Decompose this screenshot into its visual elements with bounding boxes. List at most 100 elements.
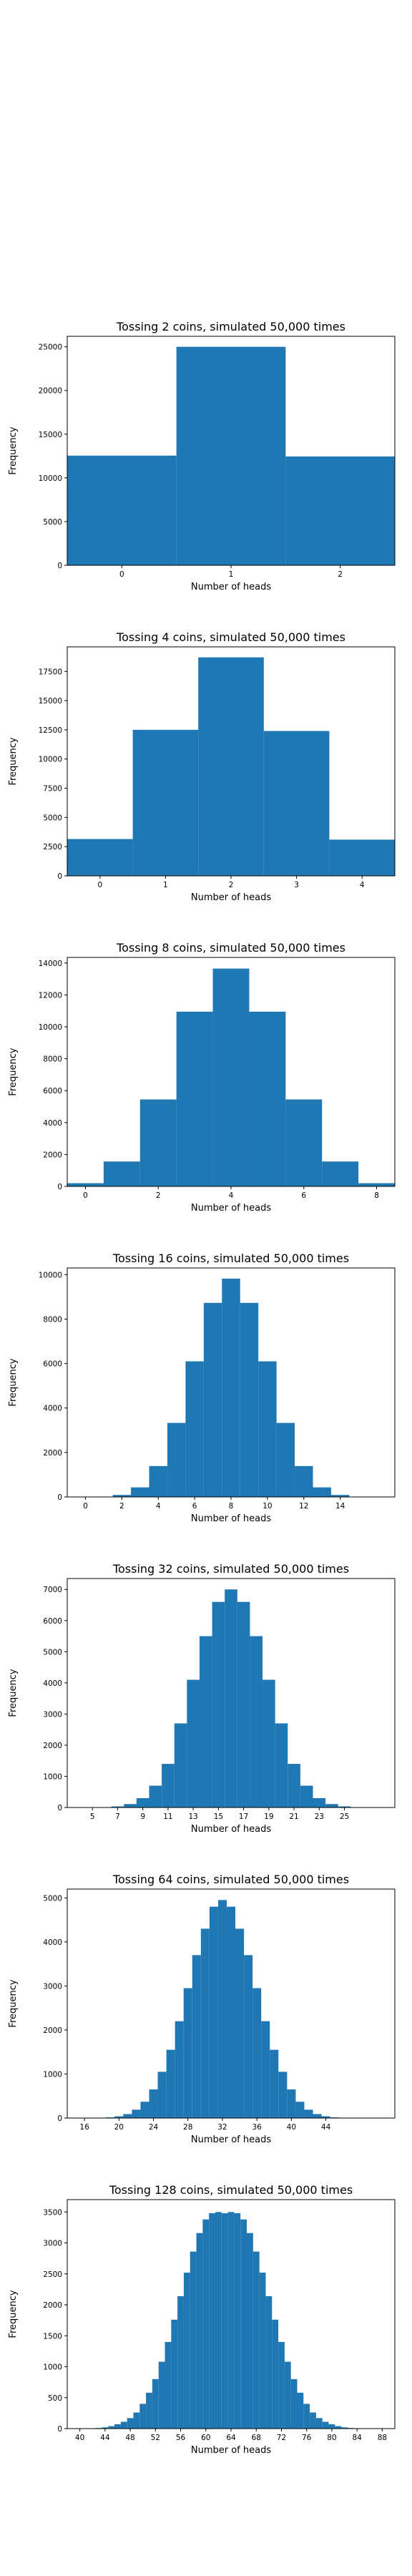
bar (250, 1636, 263, 1807)
x-tick-label: 5 (90, 1813, 95, 1821)
bar (166, 2049, 175, 2118)
bar (124, 1804, 137, 1807)
y-tick-label: 10000 (39, 1023, 62, 1032)
bar (338, 1806, 351, 1807)
x-tick-label: 1 (229, 570, 234, 579)
bar (139, 2404, 147, 2429)
bar (240, 2219, 247, 2429)
bar (212, 1601, 225, 1807)
bar (167, 1423, 186, 1497)
bar (123, 2114, 132, 2118)
bar (226, 1906, 236, 2118)
chart-title: Tossing 2 coins, simulated 50,000 times (116, 320, 345, 333)
x-tick-label: 0 (83, 1191, 88, 1200)
y-tick-label: 2500 (43, 843, 62, 852)
bar (183, 1988, 192, 2118)
x-tick-label: 80 (327, 2434, 336, 2442)
bar (196, 2233, 203, 2429)
y-tick-label: 2000 (43, 1742, 62, 1750)
bar (131, 1487, 149, 1497)
bar (321, 2116, 330, 2118)
bar (285, 456, 395, 565)
bar (133, 2412, 140, 2429)
x-tick-label: 19 (264, 1813, 273, 1821)
bar (127, 2418, 134, 2429)
bar (270, 2049, 279, 2118)
x-tick-label: 21 (289, 1813, 298, 1821)
y-tick-label: 4000 (43, 1405, 62, 1413)
bar (209, 1906, 218, 2118)
x-tick-label: 3 (294, 881, 299, 889)
bar (315, 2418, 323, 2429)
bar (183, 2273, 190, 2429)
x-tick-label: 84 (352, 2434, 362, 2442)
x-axis-label: Number of heads (191, 892, 271, 903)
bar (215, 2212, 222, 2429)
y-tick-label: 10000 (39, 474, 62, 483)
x-tick-label: 4 (229, 1191, 234, 1200)
x-tick-label: 4 (156, 1502, 161, 1511)
y-tick-label: 0 (57, 2114, 62, 2123)
y-tick-label: 14000 (39, 960, 62, 968)
x-axis-label: Number of heads (191, 582, 271, 592)
y-tick-label: 1500 (43, 2332, 62, 2341)
bar (335, 2426, 342, 2429)
y-axis-label: Frequency (8, 426, 19, 474)
bar (225, 1589, 237, 1807)
x-tick-label: 2 (338, 570, 343, 579)
bar (249, 1011, 286, 1186)
bar (67, 839, 133, 876)
bar (240, 1302, 259, 1497)
y-tick-label: 5000 (43, 814, 62, 822)
y-tick-label: 0 (57, 1183, 62, 1191)
bar (209, 2213, 215, 2429)
x-tick-label: 60 (201, 2434, 210, 2442)
y-tick-label: 500 (48, 2394, 62, 2403)
x-tick-label: 44 (321, 2123, 331, 2132)
bar (222, 1278, 240, 1497)
x-tick-label: 2 (229, 881, 234, 889)
y-tick-label: 0 (57, 872, 62, 881)
x-axis-label: Number of heads (191, 1513, 271, 1524)
y-tick-label: 7500 (43, 785, 62, 794)
bar (295, 2102, 305, 2118)
x-tick-label: 15 (214, 1813, 223, 1821)
bar (295, 1465, 313, 1497)
bar (199, 1636, 212, 1807)
x-tick-label: 7 (115, 1813, 120, 1821)
y-tick-label: 10000 (39, 1271, 62, 1279)
bar (252, 2251, 260, 2429)
x-tick-label: 64 (226, 2434, 236, 2442)
bar (278, 2341, 285, 2429)
x-tick-label: 17 (239, 1813, 248, 1821)
chart-1: 0 1 2 0 5000 10000 15000 20000 25000 Tossing 2 co… (8, 320, 396, 592)
bar (162, 1764, 175, 1807)
bar (132, 2109, 141, 2118)
bar (341, 2427, 348, 2429)
bar (111, 1806, 124, 1807)
y-tick-label: 12000 (39, 991, 62, 1000)
bar (152, 2379, 159, 2429)
x-tick-label: 0 (97, 881, 102, 889)
chart-title: Tossing 4 coins, simulated 50,000 times (116, 630, 345, 644)
x-tick-label: 25 (340, 1813, 349, 1821)
bar (149, 2089, 158, 2118)
bar (102, 2427, 109, 2429)
bar (265, 2296, 273, 2429)
chart-title: Tossing 16 coins, simulated 50,000 times (112, 1252, 349, 1265)
bar (136, 1797, 149, 1807)
x-tick-label: 11 (163, 1813, 172, 1821)
y-axis-label: Frequency (8, 1048, 19, 1096)
y-tick-label: 1000 (43, 1772, 62, 1781)
chart-title: Tossing 64 coins, simulated 50,000 times (112, 1873, 349, 1886)
bar (313, 1487, 331, 1497)
y-tick-label: 25000 (39, 343, 62, 352)
bar (176, 346, 286, 565)
bar (263, 731, 330, 876)
bar (165, 2341, 172, 2429)
bar (284, 2361, 291, 2429)
bar (174, 1723, 187, 1807)
bar (303, 2404, 310, 2429)
x-tick-label: 8 (374, 1191, 379, 1200)
x-axis-label: Number of heads (191, 1203, 271, 1214)
